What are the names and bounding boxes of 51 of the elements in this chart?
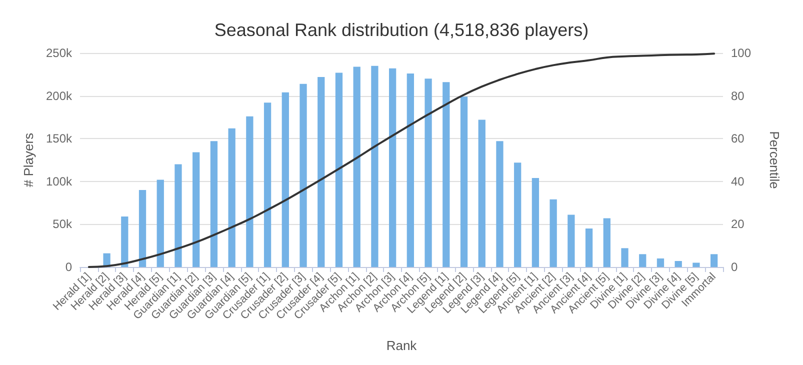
y2-tick-label: 20 [731,217,745,232]
chart-title: Seasonal Rank distribution (4,518,836 players) [214,20,589,40]
bar [656,258,664,267]
bar [300,84,307,267]
bar [282,92,289,267]
bar [388,68,396,267]
line-series [88,52,716,268]
bar [246,116,254,267]
y2-axis-title: Percentile [767,131,782,189]
bar [585,228,593,267]
y2-tick-label: 40 [731,174,745,188]
bar [496,141,504,267]
y-tick-label: 250k [46,46,73,60]
bar [621,248,628,267]
bar [514,162,522,267]
bar [156,180,164,267]
bar [568,214,575,267]
bar [264,102,272,267]
bar [603,218,610,267]
bar [371,66,378,267]
y-tick-label: 50k [52,217,73,232]
y2-tick-label: 0 [731,260,738,274]
bar [692,262,700,267]
bar [138,190,146,267]
x-axis-title: Rank [386,338,418,353]
bar [460,96,468,267]
bar [424,78,432,267]
bar [532,178,540,267]
bar [174,164,182,267]
y-tick-label: 200k [46,88,73,103]
bar [550,199,557,267]
y2-tick-label: 80 [731,88,745,103]
bar [335,72,343,267]
bar [406,74,414,267]
bar [210,141,218,267]
bar [442,82,450,267]
bar [192,152,200,267]
bar [478,120,486,267]
bar [318,76,325,267]
y-tick-label: 150k [46,132,73,146]
y2-tick-label: 60 [731,132,745,146]
bar [121,216,128,267]
bar [353,66,360,267]
y-axis-title: # Players [21,132,36,188]
y2-tick-label: 100 [731,46,752,60]
y-tick-label: 0 [65,260,72,274]
bar [228,128,236,267]
bar [674,261,682,267]
bar [639,254,646,267]
y-tick-label: 100k [46,174,73,188]
bar [710,254,718,267]
